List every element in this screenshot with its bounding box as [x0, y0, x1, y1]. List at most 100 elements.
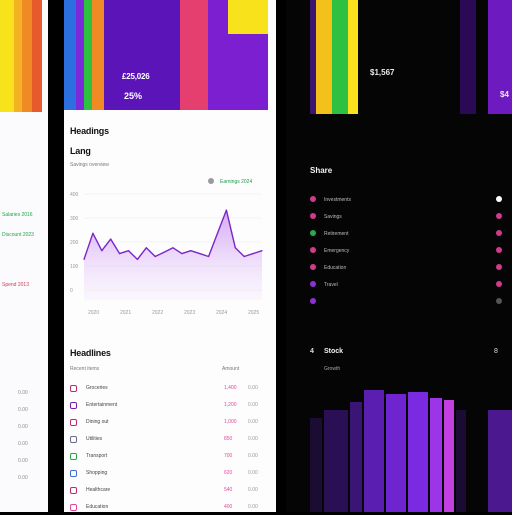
row-label: Education [86, 504, 109, 510]
row-label: Shopping [86, 470, 108, 476]
x-tick-label: 2025 [248, 310, 259, 316]
dark-item-dot [310, 247, 316, 253]
dark-item-dot [310, 264, 316, 270]
legend-item-3: Spend 2013 [2, 282, 29, 288]
area-chart: 400 300 200 100 0 2020 2021 2022 2023 2024 2025 [70, 192, 263, 316]
data-point [181, 253, 183, 255]
dark-stripe-purple [310, 0, 316, 114]
dark-stripe-deep [460, 0, 476, 114]
side-value: 0.00 [18, 407, 28, 413]
dark-stat-right: $4 [500, 90, 509, 99]
col-header-left: Recent items [70, 366, 100, 372]
dark-item-dot [310, 213, 316, 219]
row-extra: 0.00 [248, 436, 258, 442]
row-label: Groceries [86, 385, 108, 391]
row-value: 540 [224, 487, 233, 493]
table-row[interactable]: Dining out 1,000 0.00 [70, 418, 264, 430]
hero-block-yellow [228, 0, 268, 34]
hero-amount: £25,026 [122, 72, 150, 81]
dark-item-dot [310, 196, 316, 202]
section-title: Headings [70, 126, 109, 136]
dark-stripe-yellow-2 [348, 0, 358, 114]
category-icon [70, 487, 77, 494]
row-label: Healthcare [86, 487, 111, 493]
hero-block-purple [104, 0, 180, 110]
hero-stripe-green [84, 0, 92, 110]
row-label: Dining out [86, 419, 109, 425]
side-value: 0.00 [18, 441, 28, 447]
stock-bar [488, 410, 512, 512]
category-icon [70, 385, 77, 392]
stock-bar [408, 392, 428, 512]
category-icon [70, 453, 77, 460]
dark-item-label[interactable]: Education [324, 265, 347, 271]
row-value: 1,000 [224, 419, 237, 425]
data-point [261, 250, 263, 252]
chart-legend[interactable]: Earnings 2024 [220, 179, 253, 185]
dark-item-dot [310, 298, 316, 304]
stock-subtitle: Growth [324, 366, 341, 372]
data-point [101, 250, 103, 252]
area-fill [84, 210, 262, 300]
hero-stripe-orange [92, 0, 104, 110]
data-point [234, 247, 236, 249]
row-value: 700 [224, 453, 233, 459]
y-tick-label: 100 [70, 264, 79, 270]
stock-bar [364, 390, 384, 512]
dark-item-label[interactable]: Travel [324, 282, 338, 288]
data-point [216, 232, 219, 234]
table-row[interactable]: Shopping 620 0.00 [70, 469, 264, 481]
row-value: 400 [224, 504, 233, 510]
category-icon [70, 419, 77, 426]
dark-item-dot [310, 230, 316, 236]
dark-item-label[interactable]: Savings [324, 214, 342, 220]
dark-right-dot [496, 298, 502, 304]
hero-stripe-violet [76, 0, 84, 110]
category-icon [70, 436, 77, 443]
hero-percent: 25% [124, 91, 143, 101]
stock-bar [456, 410, 466, 512]
table-row[interactable]: Utilities 850 0.00 [70, 435, 264, 447]
table-row[interactable]: Education 400 0.00 [70, 503, 264, 515]
dark-right-dot [496, 247, 502, 253]
data-point [243, 255, 245, 258]
stock-bar [324, 410, 348, 512]
color-stripe-orange [22, 0, 32, 112]
transactions-title: Headlines [70, 348, 111, 358]
dark-right-dot [496, 213, 502, 219]
category-icon [70, 504, 77, 511]
hero-banner: £25,026 25% [64, 0, 268, 110]
stock-bar [350, 402, 362, 512]
side-value: 0.00 [18, 424, 28, 430]
info-icon[interactable] [208, 178, 214, 184]
row-extra: 0.00 [248, 470, 258, 476]
dark-item-label[interactable]: Emergency [324, 248, 350, 254]
data-point [199, 253, 201, 255]
stock-bar [310, 418, 322, 512]
y-tick-label: 400 [70, 192, 79, 198]
table-row[interactable]: Transport 700 0.00 [70, 452, 264, 464]
dark-stat: $1,567 [370, 68, 395, 77]
section-subtitle: Lang [70, 146, 91, 156]
stock-title: Stock [324, 348, 344, 355]
section-caption: Savings overview [70, 162, 109, 168]
row-value: 620 [224, 470, 233, 476]
x-tick-label: 2022 [152, 310, 163, 316]
dark-item-label[interactable]: Retirement [324, 231, 349, 237]
data-point [136, 258, 138, 260]
table-row[interactable]: Entertainment 1,200 0.00 [70, 401, 264, 413]
table-row[interactable]: Healthcare 540 0.00 [70, 486, 264, 498]
x-tick-label: 2020 [88, 310, 99, 316]
table-row[interactable]: Groceries 1,400 0.00 [70, 384, 264, 396]
color-stripe-yellow [0, 0, 14, 112]
hero-stripe-blue [64, 0, 76, 110]
dark-item-label[interactable]: Investments [324, 197, 351, 203]
data-point [110, 238, 112, 240]
stock-bar [430, 398, 442, 512]
stock-right-num: 8 [494, 348, 498, 355]
data-point [127, 250, 130, 252]
y-tick-label: 300 [70, 216, 79, 222]
row-extra: 0.00 [248, 402, 258, 408]
data-point [92, 232, 94, 234]
stock-bar [386, 394, 406, 512]
